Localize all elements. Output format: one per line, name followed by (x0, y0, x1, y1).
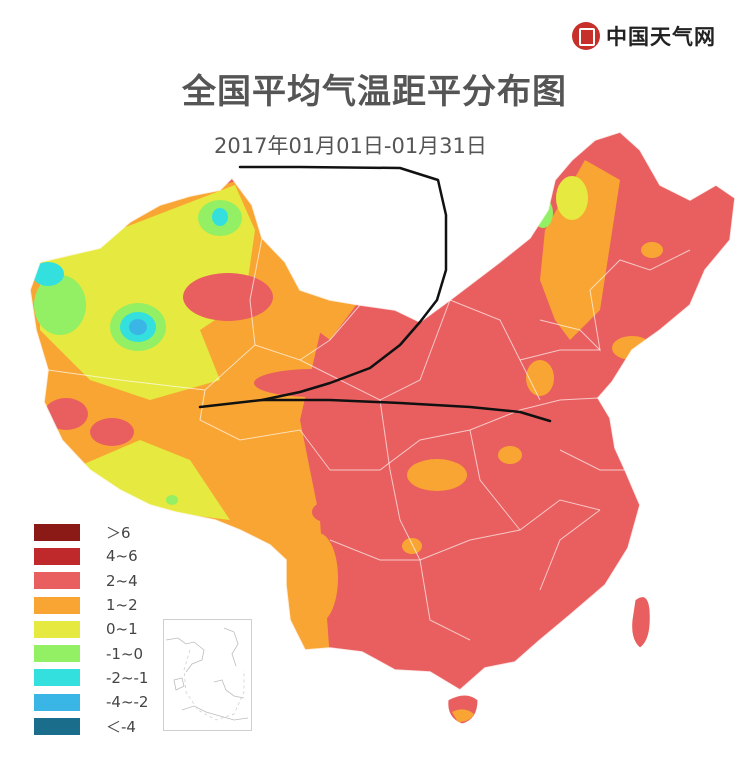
legend-label: 4~6 (106, 547, 138, 566)
hand-drawn-annotation-line (198, 165, 448, 409)
legend-swatch (34, 718, 80, 736)
legend-item: -1~0 (34, 641, 154, 665)
legend-item: 4~6 (34, 544, 154, 568)
logo: 中国天气网 (572, 18, 737, 54)
map-subtitle: 2017年01月01日-01月31日 (214, 134, 487, 158)
legend-item: ＜-4 (34, 714, 154, 738)
legend-item: -4~-2 (34, 690, 154, 714)
map-title: 全国平均气温距平分布图 (182, 72, 567, 112)
legend-item: 0~1 (34, 617, 154, 641)
weather-seal-icon (572, 22, 600, 50)
legend-item: 2~4 (34, 569, 154, 593)
legend-swatch (34, 693, 80, 711)
legend-item: 1~2 (34, 593, 154, 617)
legend-swatch (34, 645, 80, 663)
legend-label: ＞6 (106, 523, 131, 542)
legend-label: -4~-2 (106, 693, 149, 712)
legend-label: 2~4 (106, 571, 138, 590)
legend-swatch (34, 523, 80, 541)
legend-label: 1~2 (106, 596, 138, 615)
south-china-sea-outline (165, 627, 249, 721)
logo-text: 中国天气网 (606, 24, 716, 49)
legend-swatch (34, 547, 80, 565)
south-china-sea-inset (163, 619, 252, 731)
legend-label: ＜-4 (106, 718, 136, 737)
legend: ＞6 4~6 2~4 1~2 0~1 -1~0 -2~-1 -4~-2 ＜-4 (34, 520, 154, 739)
legend-swatch (34, 669, 80, 687)
hand-drawn-annotation-line-2 (260, 398, 552, 423)
legend-label: -2~-1 (106, 668, 149, 687)
legend-label: 0~1 (106, 620, 138, 639)
legend-swatch (34, 596, 80, 614)
legend-label: -1~0 (106, 644, 144, 663)
legend-swatch (34, 620, 80, 638)
legend-item: -2~-1 (34, 666, 154, 690)
legend-swatch (34, 572, 80, 590)
legend-item: ＞6 (34, 520, 154, 544)
